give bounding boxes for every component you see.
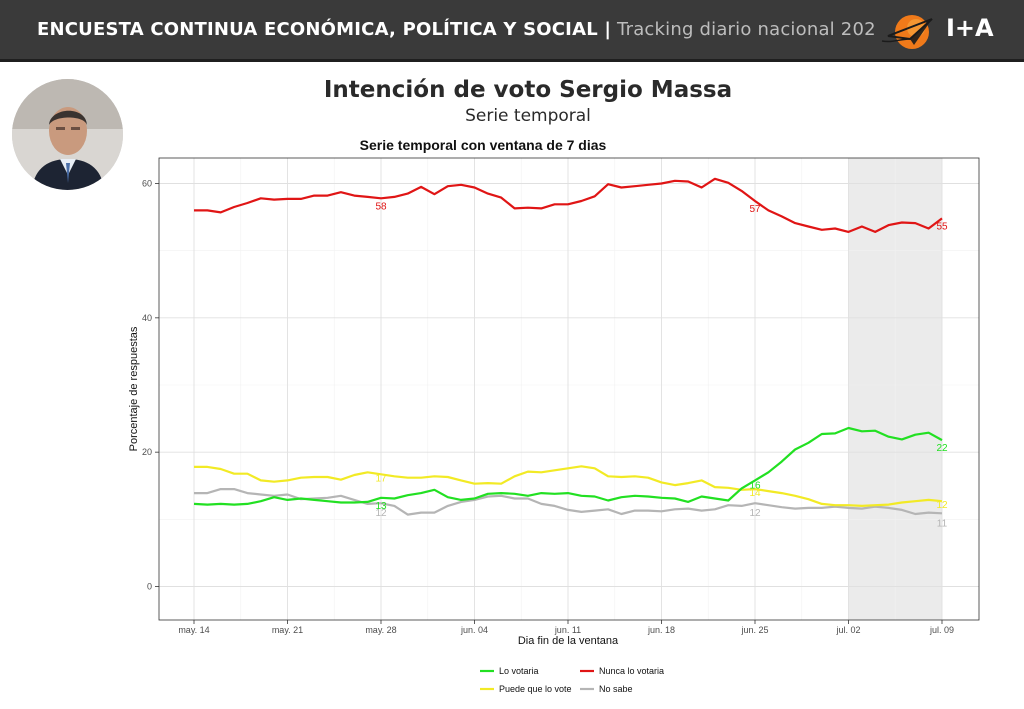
data-label: 11 [937, 518, 948, 529]
candidate-avatar [12, 79, 123, 190]
data-label: 12 [936, 500, 948, 511]
paper-plane-logo-icon [881, 15, 933, 49]
y-axis-title: Porcentaje de respuestas [128, 326, 140, 451]
candidate-portrait-icon [12, 79, 123, 190]
data-label: 12 [375, 508, 387, 519]
data-label: 22 [936, 443, 948, 454]
x-tick-label: jun. 25 [740, 625, 768, 635]
plot-panel-border [158, 157, 980, 621]
x-tick-label: may. 28 [365, 625, 396, 635]
page-title: Intención de voto Sergio Massa [323, 77, 733, 103]
x-axis-title: Dia fin de la ventana [518, 635, 619, 647]
series-line-puede [194, 465, 943, 507]
y-tick-label: 0 [147, 582, 152, 592]
data-label: 55 [936, 221, 948, 232]
data-label: 14 [749, 488, 761, 499]
series-line-no-sabe [194, 488, 943, 516]
y-tick-label: 60 [142, 179, 152, 189]
x-tick-label: may. 21 [272, 625, 303, 635]
legend-label: Lo votaria [499, 666, 539, 676]
x-tick-label: jun. 04 [460, 625, 488, 635]
header-title-light: Tracking diario nacional 202 [617, 19, 876, 40]
y-tick-label: 20 [142, 447, 152, 457]
header-title-bold: ENCUESTA CONTINUA ECONÓMICA, POLÍTICA Y … [37, 19, 612, 40]
legend-label: No sabe [599, 684, 633, 694]
header-title: ENCUESTA CONTINUA ECONÓMICA, POLÍTICA Y … [37, 19, 876, 40]
data-label: 58 [375, 201, 387, 212]
legend-label: Puede que lo vote [499, 684, 572, 694]
x-tick-label: may. 14 [178, 625, 209, 635]
x-tick-label: jul. 02 [835, 625, 860, 635]
y-tick-label: 40 [142, 313, 152, 323]
page-subtitle: Serie temporal [465, 106, 591, 126]
header-bar: ENCUESTA CONTINUA ECONÓMICA, POLÍTICA Y … [0, 0, 1024, 62]
x-tick-label: jul. 09 [929, 625, 954, 635]
x-tick-label: jun. 11 [554, 625, 581, 635]
data-label: 13 [375, 501, 387, 512]
brand-logo-text: I+A [946, 14, 994, 42]
series-line-nunca [194, 177, 943, 233]
data-label: 57 [749, 204, 761, 215]
data-label: 16 [749, 480, 761, 491]
series-line-lo-votaria [193, 426, 943, 506]
chart-title: Serie temporal con ventana de 7 dias [360, 137, 607, 153]
x-tick-label: jun. 18 [647, 625, 675, 635]
data-label: 17 [375, 473, 387, 484]
legend-label: Nunca lo votaria [599, 666, 664, 676]
data-label: 12 [749, 508, 761, 519]
